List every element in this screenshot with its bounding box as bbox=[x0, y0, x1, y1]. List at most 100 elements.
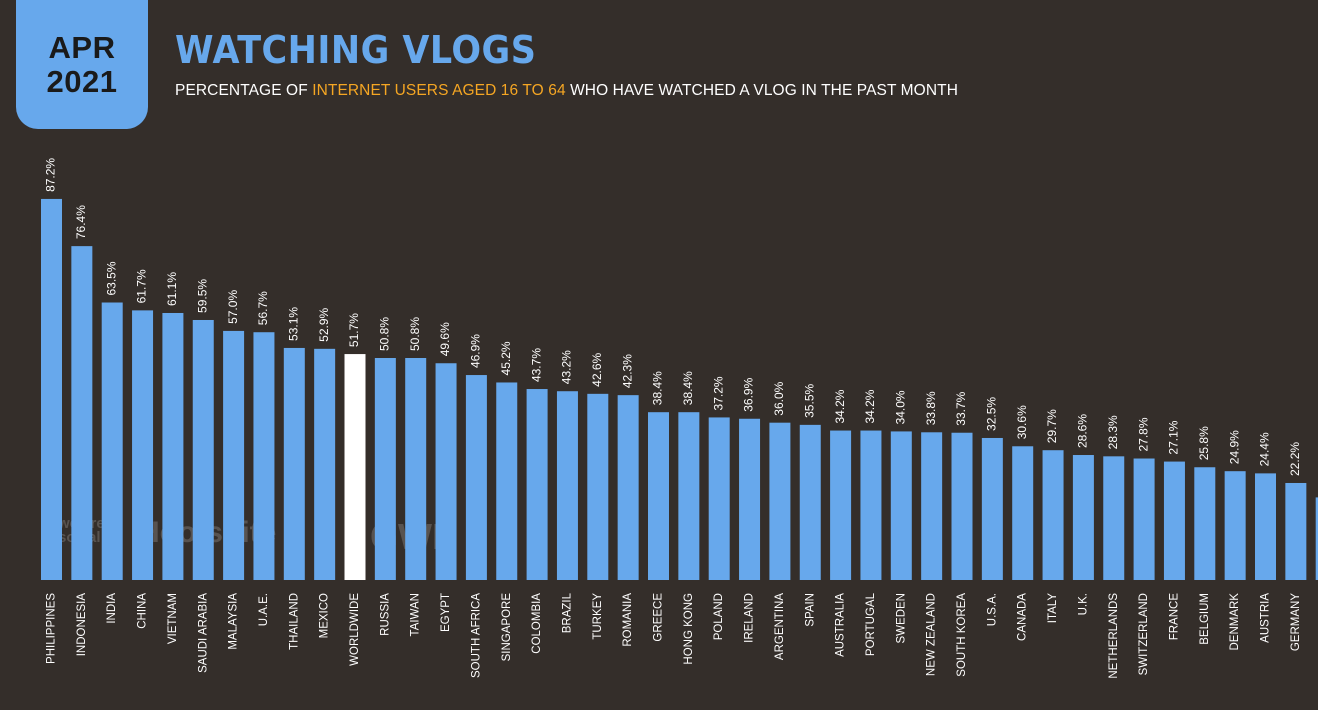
category-label-indonesia: INDONESIA bbox=[76, 593, 88, 657]
category-label-malaysia: MALAYSIA bbox=[228, 593, 240, 650]
bar-taiwan bbox=[405, 358, 427, 580]
value-label-indonesia: 76.4% bbox=[74, 205, 88, 239]
bar-poland bbox=[708, 417, 730, 580]
category-label-belgium: BELGIUM bbox=[1199, 593, 1211, 645]
value-label-vietnam: 61.1% bbox=[165, 272, 179, 306]
bar-india bbox=[101, 302, 123, 580]
category-label-portugal: PORTUGAL bbox=[865, 592, 877, 656]
category-label-philippines: PHILIPPINES bbox=[46, 593, 58, 664]
category-label-u-s-a: U.S.A. bbox=[986, 593, 998, 626]
bar-italy bbox=[1042, 450, 1064, 580]
bar-mexico bbox=[314, 348, 336, 580]
category-label-france: FRANCE bbox=[1168, 593, 1180, 641]
bar-turkey bbox=[587, 393, 609, 580]
category-label-india: INDIA bbox=[106, 593, 118, 624]
bar-new-zealand bbox=[921, 432, 943, 580]
bar-saudi-arabia bbox=[192, 319, 214, 580]
bar-colombia bbox=[526, 389, 548, 580]
category-label-china: CHINA bbox=[137, 593, 149, 629]
category-label-germany: GERMANY bbox=[1290, 593, 1302, 651]
category-label-russia: RUSSIA bbox=[379, 593, 391, 636]
value-label-portugal: 34.2% bbox=[863, 389, 877, 423]
bar-argentina bbox=[769, 422, 791, 580]
category-label-turkey: TURKEY bbox=[592, 593, 604, 640]
category-label-u-k: U.K. bbox=[1077, 593, 1089, 615]
date-badge: APR 2021 bbox=[16, 0, 148, 129]
value-label-sweden: 34.0% bbox=[893, 390, 907, 424]
bar-south-korea bbox=[951, 432, 973, 580]
category-label-switzerland: SWITZERLAND bbox=[1138, 593, 1150, 675]
category-label-greece: GREECE bbox=[653, 593, 665, 642]
value-label-spain: 35.5% bbox=[802, 384, 816, 418]
value-label-south-korea: 33.7% bbox=[954, 391, 968, 425]
value-label-worldwide: 51.7% bbox=[347, 313, 361, 347]
value-label-canada: 30.6% bbox=[1015, 405, 1029, 439]
page-title: WATCHING VLOGS bbox=[175, 28, 537, 72]
category-label-austria: AUSTRIA bbox=[1260, 593, 1272, 643]
value-label-denmark: 24.9% bbox=[1227, 430, 1241, 464]
value-label-u-k: 28.6% bbox=[1076, 414, 1090, 448]
subtitle-part1: PERCENTAGE OF bbox=[175, 82, 313, 99]
category-label-spain: SPAIN bbox=[804, 593, 816, 627]
value-label-romania: 42.3% bbox=[620, 354, 634, 388]
category-label-thailand: THAILAND bbox=[288, 593, 300, 650]
value-label-south-africa: 46.9% bbox=[469, 334, 483, 368]
value-label-argentina: 36.0% bbox=[772, 381, 786, 415]
value-label-switzerland: 27.8% bbox=[1136, 417, 1150, 451]
value-label-netherlands: 28.3% bbox=[1106, 415, 1120, 449]
bar-u-s-a bbox=[981, 437, 1003, 580]
category-label-australia: AUSTRALIA bbox=[835, 593, 847, 657]
value-label-greece: 38.4% bbox=[651, 371, 665, 405]
bar-switzerland bbox=[1133, 458, 1155, 580]
value-label-colombia: 43.7% bbox=[529, 348, 543, 382]
subtitle-part2: WHO HAVE WATCHED A VLOG IN THE PAST MONT… bbox=[565, 82, 958, 99]
value-label-philippines: 87.2% bbox=[44, 158, 58, 192]
value-label-australia: 34.2% bbox=[833, 389, 847, 423]
category-label-brazil: BRAZIL bbox=[561, 592, 573, 633]
bar-ireland bbox=[739, 418, 761, 580]
category-label-new-zealand: NEW ZEALAND bbox=[926, 593, 938, 676]
bar-hong-kong bbox=[678, 412, 700, 580]
bar-france bbox=[1163, 461, 1185, 580]
category-label-hong-kong: HONG KONG bbox=[683, 593, 695, 665]
bar-romania bbox=[617, 395, 639, 580]
category-label-netherlands: NETHERLANDS bbox=[1108, 593, 1120, 679]
bar-brazil bbox=[556, 391, 578, 580]
value-label-malaysia: 57.0% bbox=[226, 290, 240, 324]
value-label-mexico: 52.9% bbox=[317, 307, 331, 341]
bar-south-africa bbox=[465, 375, 487, 580]
value-label-u-s-a: 32.5% bbox=[985, 397, 999, 431]
category-label-vietnam: VIETNAM bbox=[167, 593, 179, 644]
bar-austria bbox=[1255, 473, 1276, 580]
bar-australia bbox=[830, 430, 852, 580]
bar-germany bbox=[1285, 482, 1307, 580]
bar-u-k bbox=[1072, 455, 1094, 580]
bar-malaysia bbox=[223, 330, 245, 580]
bar-canada bbox=[1012, 446, 1034, 580]
bar-thailand bbox=[283, 347, 305, 580]
value-label-u-a-e: 56.7% bbox=[256, 291, 270, 325]
value-label-egypt: 49.6% bbox=[438, 322, 452, 356]
value-label-india: 63.5% bbox=[104, 261, 118, 295]
date-year: 2021 bbox=[46, 63, 118, 99]
value-label-hong-kong: 38.4% bbox=[681, 371, 695, 405]
bar-china bbox=[132, 310, 154, 580]
category-label-colombia: COLOMBIA bbox=[531, 593, 543, 654]
category-label-singapore: SINGAPORE bbox=[501, 593, 513, 662]
category-label-romania: ROMANIA bbox=[622, 593, 634, 647]
category-label-mexico: MEXICO bbox=[319, 593, 331, 638]
bar-vietnam bbox=[162, 312, 184, 580]
chart-subtitle: PERCENTAGE OF INTERNET USERS AGED 16 TO … bbox=[175, 82, 958, 100]
value-label-belgium: 25.8% bbox=[1197, 426, 1211, 460]
bar-spain bbox=[799, 424, 821, 580]
value-label-italy: 29.7% bbox=[1045, 409, 1059, 443]
bar-u-a-e bbox=[253, 332, 275, 580]
value-label-poland: 37.2% bbox=[711, 376, 725, 410]
value-label-germany: 22.2% bbox=[1288, 442, 1302, 476]
bar-partial-42 bbox=[1315, 497, 1318, 580]
value-label-austria: 24.4% bbox=[1258, 432, 1272, 466]
bar-belgium bbox=[1194, 467, 1216, 580]
value-label-russia: 50.8% bbox=[378, 317, 392, 351]
value-label-new-zealand: 33.8% bbox=[924, 391, 938, 425]
bar-egypt bbox=[435, 363, 457, 580]
